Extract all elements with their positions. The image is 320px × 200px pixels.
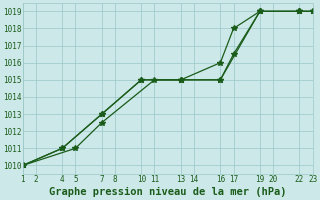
- X-axis label: Graphe pression niveau de la mer (hPa): Graphe pression niveau de la mer (hPa): [49, 187, 286, 197]
